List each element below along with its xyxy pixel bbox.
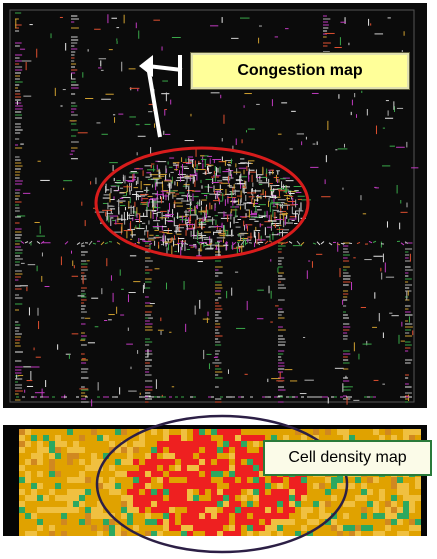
cell-density-map-label: Cell density map [263, 440, 432, 476]
congestion-map-label: Congestion map [191, 53, 409, 89]
